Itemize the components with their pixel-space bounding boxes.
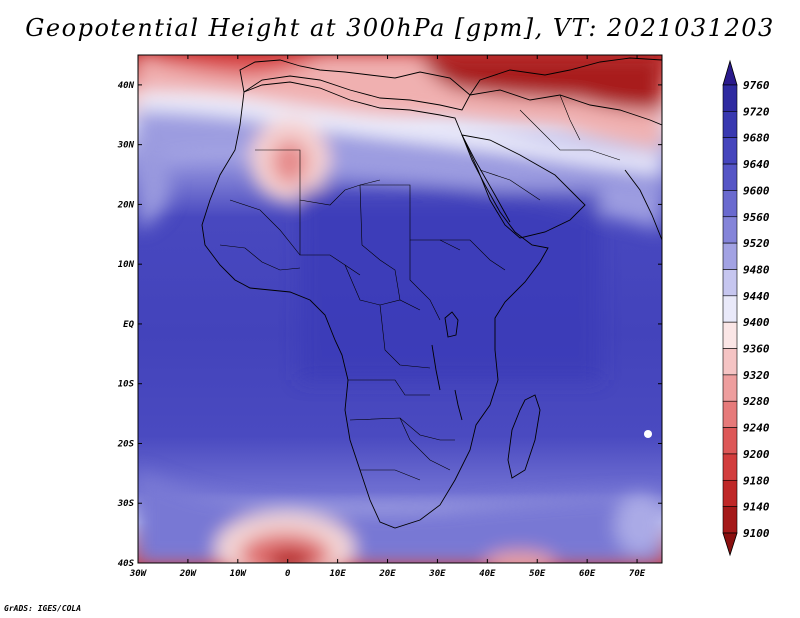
colorbar-level-label: 9560 xyxy=(743,211,770,224)
lat-tick-label: 30S xyxy=(117,499,135,509)
colorbar-level-label: 9320 xyxy=(743,369,770,382)
colorbar-level-label: 9680 xyxy=(743,132,770,145)
colorbar-level-label: 9180 xyxy=(743,474,770,487)
colorbar-segment xyxy=(722,453,738,481)
colorbar-segment xyxy=(722,427,738,455)
colorbar-segment xyxy=(722,269,738,297)
lat-tick-group: 40N 30N 20N 10N EQ 10S 20S 30S 40S xyxy=(117,81,662,569)
colorbar-segment xyxy=(722,111,738,139)
lat-tick-label: 40N xyxy=(118,81,135,91)
lat-tick-label: 10N xyxy=(118,260,135,270)
height-field xyxy=(138,55,662,563)
coastline-layer xyxy=(201,57,662,529)
colorbar-top-arrow xyxy=(722,59,738,86)
colorbar-segment xyxy=(722,190,738,218)
colorbar-segment xyxy=(722,137,738,165)
colorbar-level-label: 9640 xyxy=(743,158,770,171)
colorbar-segment xyxy=(722,163,738,191)
colorbar: 9760 9720 9680 9640 9600 9560 9520 9480 9440 9400… xyxy=(722,59,770,557)
colorbar-segment xyxy=(722,242,738,270)
lon-tick-label: 50E xyxy=(529,569,546,579)
lon-tick-label: 20E xyxy=(378,569,396,579)
colorbar-segment xyxy=(722,400,738,428)
colorbar-level-label: 9360 xyxy=(743,343,770,356)
colorbar-level-label: 9200 xyxy=(743,448,770,461)
lon-tick-label: 40E xyxy=(479,569,496,579)
lat-tick-label: EQ xyxy=(123,320,134,330)
map-title: Geopotential Height at 300hPa [gpm], VT:… xyxy=(25,14,775,42)
lat-tick-label: 20N xyxy=(117,200,135,210)
lat-tick-label: 30N xyxy=(117,141,135,151)
lon-tick-group: 30W 20W 10W 0 10E 20E 30E 40E 50E 60E 70E xyxy=(129,55,646,579)
lon-tick-label: 70E xyxy=(629,569,646,579)
colorbar-level-label: 9520 xyxy=(743,237,770,250)
lon-tick-label: 30E xyxy=(428,569,446,579)
colorbar-segment xyxy=(722,84,738,112)
colorbar-level-label: 9600 xyxy=(743,184,770,197)
lat-tick-label: 40S xyxy=(118,559,135,569)
colorbar-segment xyxy=(722,506,738,534)
colorbar-segment xyxy=(722,479,738,507)
credit-text: GrADS: IGES/COLA xyxy=(4,604,82,613)
lon-tick-label: 10E xyxy=(329,569,346,579)
colorbar-segment xyxy=(722,348,738,376)
lon-tick-label: 60E xyxy=(579,569,596,579)
colorbar-level-label: 9480 xyxy=(743,263,770,276)
lon-tick-label: 0 xyxy=(285,569,291,579)
lat-tick-label: 20S xyxy=(117,439,135,449)
colorbar-level-label: 9140 xyxy=(743,501,770,514)
colorbar-level-label: 9440 xyxy=(743,290,770,303)
colorbar-segment xyxy=(722,374,738,402)
map-frame xyxy=(137,54,663,564)
colorbar-segment xyxy=(722,295,738,323)
colorbar-segment xyxy=(722,321,738,349)
colorbar-level-label: 9720 xyxy=(743,105,770,118)
colorbar-bottom-arrow xyxy=(722,532,738,557)
lon-tick-label: 10W xyxy=(230,569,248,579)
colorbar-level-label: 9280 xyxy=(743,395,770,408)
lon-tick-label: 30W xyxy=(129,569,148,579)
lat-tick-label: 10S xyxy=(118,380,135,390)
colorbar-level-label: 9240 xyxy=(743,422,770,435)
colorbar-segment xyxy=(722,216,738,244)
lon-tick-label: 20W xyxy=(179,569,198,579)
colorbar-level-label: 9100 xyxy=(743,527,770,540)
border-layer xyxy=(219,94,621,481)
colorbar-level-label: 9400 xyxy=(743,316,770,329)
colorbar-level-label: 9760 xyxy=(743,79,770,92)
